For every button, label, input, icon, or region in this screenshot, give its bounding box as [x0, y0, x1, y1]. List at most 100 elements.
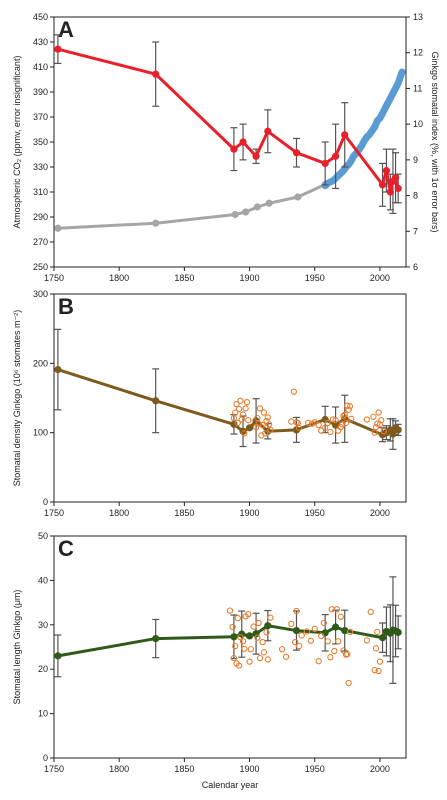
series-co2-ice-core	[54, 180, 329, 232]
data-point	[332, 421, 340, 429]
x-tick-label: 1800	[109, 273, 129, 283]
data-point	[295, 424, 303, 431]
data-point	[337, 613, 344, 620]
data-point	[391, 174, 400, 182]
y2-tick-label: 11	[413, 83, 422, 93]
y2-tick-label: 13	[413, 12, 423, 22]
x-tick-label: 1900	[240, 273, 260, 283]
data-point	[255, 420, 262, 427]
y2-tick-label: 10	[413, 119, 423, 129]
data-point	[376, 658, 384, 665]
data-point	[241, 430, 248, 437]
data-point	[327, 428, 334, 436]
data-point	[370, 413, 377, 420]
x-tick-label: 1950	[305, 764, 325, 774]
y-tick-label: 250	[33, 262, 48, 272]
data-point	[264, 414, 271, 421]
data-point	[54, 224, 62, 232]
data-point	[322, 424, 329, 431]
plot-frame	[53, 535, 407, 759]
data-point	[315, 658, 322, 665]
data-point	[332, 623, 340, 631]
data-point	[245, 610, 252, 618]
data-point	[295, 642, 303, 650]
data-point	[321, 159, 329, 168]
data-point	[232, 642, 239, 650]
data-point	[375, 409, 382, 416]
data-point	[234, 614, 241, 622]
data-point	[344, 402, 351, 409]
data-point	[324, 638, 331, 645]
data-point	[254, 634, 261, 641]
data-point	[371, 666, 378, 674]
panel-c: 1750 1800 1850 1900 1950 2000 0 10 20 30 40 50 Stoma…	[12, 531, 407, 790]
data-point	[321, 415, 329, 424]
data-point	[230, 654, 238, 662]
x-tick-label: 2000	[370, 273, 390, 283]
x-tick-label: 1900	[240, 508, 260, 518]
data-point	[338, 421, 346, 428]
data-point	[54, 652, 62, 660]
data-point	[328, 606, 335, 613]
y-tick-label: 390	[33, 87, 48, 97]
y-tick-label: 330	[33, 162, 48, 172]
y-tick-label: 270	[33, 237, 48, 247]
data-point	[255, 619, 262, 627]
y-tick-label: 10	[38, 709, 48, 719]
data-point	[234, 419, 241, 427]
data-point	[324, 419, 331, 427]
data-point	[259, 421, 266, 429]
data-point	[265, 421, 273, 428]
data-point	[253, 203, 261, 211]
x-tick-label: 2000	[370, 508, 390, 518]
data-point	[307, 637, 314, 644]
y-tick-label: 20	[38, 664, 48, 674]
data-point	[382, 166, 391, 175]
data-point	[367, 608, 374, 616]
data-point	[346, 403, 354, 410]
data-point	[327, 654, 334, 661]
data-point	[54, 365, 62, 374]
data-point	[303, 628, 311, 635]
data-point	[252, 630, 260, 638]
data-point	[264, 127, 272, 135]
plot-frame	[53, 293, 407, 503]
data-point	[333, 606, 341, 613]
data-point	[329, 416, 337, 423]
panel-b: 1750 1800 1850 1900 1950 2000 0 100 200 300 Stomat…	[12, 289, 407, 518]
series-density-mean	[54, 328, 402, 450]
data-point	[376, 421, 384, 428]
data-point	[267, 614, 274, 621]
data-point	[263, 629, 270, 636]
data-point	[267, 426, 274, 434]
y-tick-label: 430	[33, 37, 48, 47]
data-point	[239, 638, 247, 645]
data-point	[311, 625, 318, 632]
data-point	[226, 607, 234, 614]
data-point	[345, 406, 352, 413]
data-point	[243, 399, 251, 406]
data-point	[378, 634, 387, 642]
y-tick-label: 200	[33, 358, 48, 368]
data-point	[259, 638, 266, 646]
y2-tick-label: 8	[413, 191, 418, 201]
series-density-individual	[230, 388, 387, 439]
data-point	[318, 632, 325, 640]
data-point	[340, 412, 347, 420]
data-point	[374, 628, 381, 636]
data-point	[229, 623, 236, 631]
x-tick-label: 2000	[370, 764, 390, 774]
data-point	[238, 630, 246, 638]
y-tick-label: 290	[33, 212, 48, 222]
series-line	[57, 183, 326, 230]
data-point	[394, 628, 402, 636]
panel-a: 1750 1800 1850 1900 1950 2000 250 270 290 310 330 3…	[12, 12, 440, 283]
y-tick-label: 30	[38, 620, 48, 630]
data-point	[239, 138, 247, 146]
data-point	[341, 411, 348, 418]
data-point	[290, 388, 298, 395]
data-point	[386, 188, 394, 196]
data-point	[342, 419, 350, 427]
data-point	[245, 424, 254, 432]
